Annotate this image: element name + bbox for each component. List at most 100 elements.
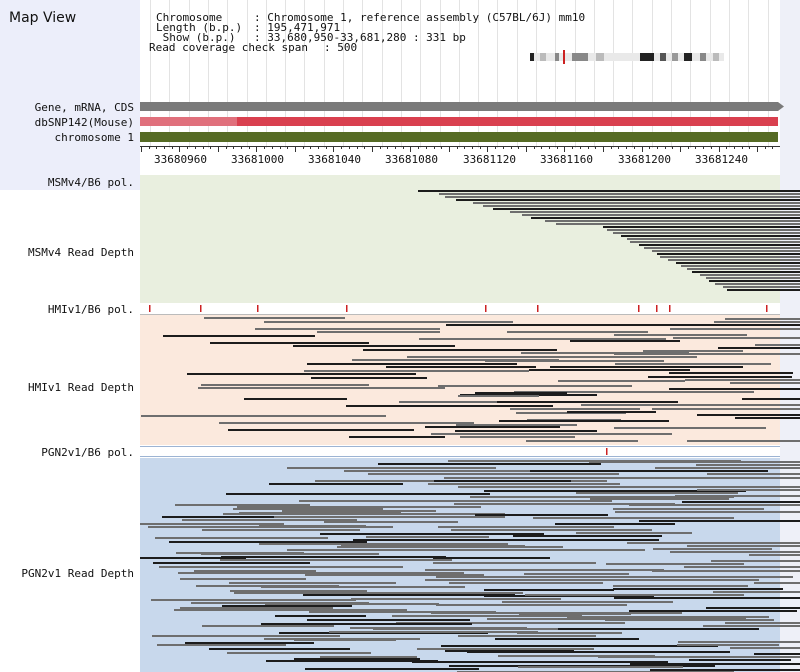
axis-tick-label: 33681000 <box>231 153 284 166</box>
read <box>707 473 800 475</box>
read <box>386 366 536 368</box>
read <box>287 467 496 469</box>
read <box>567 616 769 618</box>
read <box>603 226 800 228</box>
chromosome-ideogram <box>530 53 724 61</box>
read <box>483 205 800 207</box>
read <box>265 603 439 605</box>
read <box>521 352 689 354</box>
read <box>449 582 603 584</box>
read <box>438 385 632 387</box>
read <box>643 350 743 352</box>
pol-mark <box>257 305 259 312</box>
gene-track-bar <box>140 102 778 111</box>
read <box>438 526 614 528</box>
pgn-depth-label: PGN2v1 Read Depth <box>21 567 134 580</box>
read <box>399 401 528 403</box>
read <box>648 376 792 378</box>
read <box>222 605 352 607</box>
read <box>678 641 800 643</box>
read <box>530 470 768 472</box>
info-value-chromosome: : Chromosome 1, reference assembly (C57B… <box>254 11 586 24</box>
axis-tick-label: 33681240 <box>695 153 748 166</box>
read <box>668 259 800 261</box>
read <box>644 247 800 249</box>
read <box>652 408 800 410</box>
read <box>681 265 800 267</box>
read <box>140 557 246 559</box>
read <box>311 377 427 379</box>
read <box>363 349 557 351</box>
read <box>198 387 445 389</box>
read <box>613 508 764 510</box>
read <box>189 566 326 568</box>
read <box>433 557 550 559</box>
pol-mark <box>537 305 539 312</box>
read <box>730 382 800 384</box>
read <box>396 500 612 502</box>
read <box>237 506 481 508</box>
read <box>303 594 515 596</box>
read <box>264 321 513 323</box>
read <box>219 422 474 424</box>
read <box>255 328 440 330</box>
chromosome-track-bar <box>140 132 778 142</box>
read <box>475 392 567 394</box>
read <box>202 625 334 627</box>
read <box>344 470 594 472</box>
read <box>261 586 465 588</box>
read <box>269 483 403 485</box>
read <box>446 324 685 326</box>
read <box>652 579 759 581</box>
read <box>685 379 800 381</box>
hmi-depth-label: HMIv1 Read Depth <box>28 381 134 394</box>
read <box>614 334 747 336</box>
snp-track-bar <box>237 117 778 126</box>
read <box>749 554 800 556</box>
read <box>655 467 800 469</box>
page-title: Map View <box>9 10 77 26</box>
read <box>378 463 601 465</box>
read <box>669 372 793 374</box>
read <box>657 253 800 255</box>
read <box>576 532 692 534</box>
read <box>630 663 800 665</box>
read <box>162 516 274 518</box>
read <box>152 635 340 637</box>
read <box>307 363 517 365</box>
read <box>700 274 800 276</box>
read <box>682 324 800 326</box>
read <box>687 268 800 270</box>
read <box>320 656 417 658</box>
read <box>153 562 310 564</box>
read <box>475 514 608 516</box>
pol-mark <box>669 305 671 312</box>
read <box>352 359 559 361</box>
read <box>230 590 367 592</box>
read <box>431 433 512 435</box>
read <box>687 440 800 442</box>
read <box>709 280 800 282</box>
read <box>201 553 379 555</box>
read <box>485 360 664 362</box>
read <box>320 533 467 535</box>
read <box>169 541 367 543</box>
read <box>467 651 730 653</box>
read <box>259 543 508 545</box>
info-label-chromosome: Chromosome <box>156 11 249 24</box>
pol-mark <box>766 305 768 312</box>
read <box>210 342 369 344</box>
read <box>324 521 458 523</box>
read <box>522 214 800 216</box>
read <box>393 549 645 551</box>
read <box>187 373 416 375</box>
track-label-gene: Gene, mRNA, CDS <box>34 101 134 114</box>
read <box>417 648 594 650</box>
read <box>396 622 625 624</box>
read <box>317 331 440 333</box>
read <box>262 516 505 518</box>
read <box>351 598 561 600</box>
read <box>412 661 668 663</box>
read <box>227 652 371 654</box>
